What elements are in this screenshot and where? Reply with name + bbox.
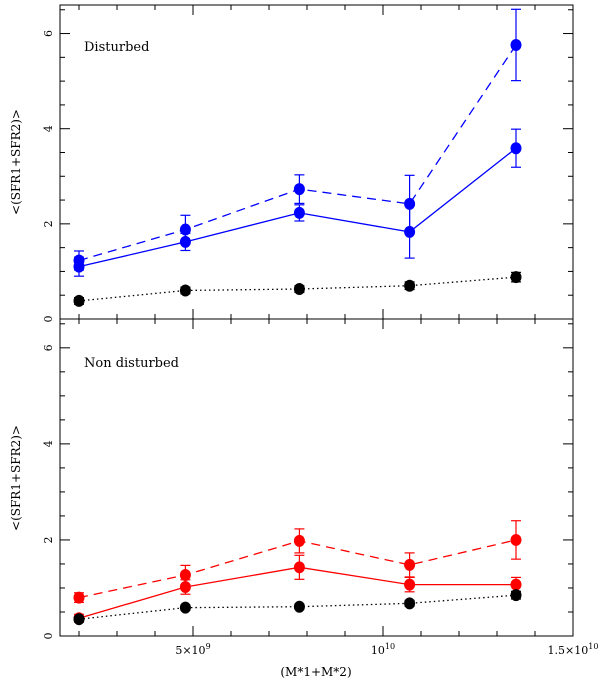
x-axis-label: (M*1+M*2) xyxy=(280,665,351,679)
data-point xyxy=(73,613,85,626)
data-point xyxy=(510,578,522,591)
data-point xyxy=(510,142,522,155)
data-point xyxy=(404,597,416,610)
x-axis-ticks: 5×109 1010 1.5×1010 xyxy=(175,642,598,657)
x-tick-exponent: 10 xyxy=(385,642,395,651)
x-tick-label: 1010 xyxy=(371,642,395,657)
data-point xyxy=(510,533,522,546)
data-point xyxy=(73,260,85,273)
data-point xyxy=(179,601,191,614)
y-tick-label: 4 xyxy=(42,125,55,132)
y-tick-label: 6 xyxy=(42,344,55,351)
ticks-bottom: 0 2 4 6 xyxy=(42,319,573,640)
x-tick-exponent: 10 xyxy=(588,642,598,651)
data-point xyxy=(510,38,522,51)
panel-non-disturbed: Non disturbed <(SFR1+SFR2)> 0 2 4 6 xyxy=(9,318,574,640)
ticks-top: 0 2 4 6 xyxy=(42,5,573,323)
data-point xyxy=(293,183,305,196)
panel-label-disturbed: Disturbed xyxy=(84,40,149,55)
plot-bottom xyxy=(73,520,522,626)
series-solid xyxy=(73,554,522,625)
y-axis-label-top: <(SFR1+SFR2)> xyxy=(9,109,23,215)
panel-disturbed: Disturbed <(SFR1+SFR2)> 0 2 4 6 xyxy=(9,4,574,323)
data-point xyxy=(404,197,416,210)
y-tick-label: 2 xyxy=(42,536,55,543)
y-tick-label: 0 xyxy=(42,316,55,323)
series-dotted xyxy=(73,589,522,626)
y-tick-label: 6 xyxy=(42,30,55,37)
x-tick-base: 1.5×10 xyxy=(548,644,589,657)
data-point xyxy=(179,284,191,297)
panel-label-non-disturbed: Non disturbed xyxy=(84,356,179,371)
series-solid xyxy=(73,128,522,277)
x-tick-exponent: 9 xyxy=(206,642,211,651)
data-point xyxy=(293,561,305,574)
x-tick-base: 5×10 xyxy=(175,644,205,657)
x-tick-base: 10 xyxy=(371,644,385,657)
data-point xyxy=(404,578,416,591)
data-point xyxy=(179,223,191,236)
y-tick-label: 0 xyxy=(42,633,55,640)
x-tick-label: 5×109 xyxy=(175,642,210,657)
data-point xyxy=(404,225,416,238)
data-point xyxy=(510,271,522,284)
x-tick-label: 1.5×1010 xyxy=(548,642,599,657)
data-point xyxy=(293,206,305,219)
data-point xyxy=(179,235,191,248)
y-axis-label-bottom: <(SFR1+SFR2)> xyxy=(9,425,23,531)
data-point xyxy=(510,589,522,602)
y-tick-label: 2 xyxy=(42,220,55,227)
series-line-dashed xyxy=(78,44,517,262)
data-point xyxy=(179,581,191,594)
data-point xyxy=(293,600,305,613)
data-point xyxy=(404,558,416,571)
data-point xyxy=(404,279,416,292)
panel-frame xyxy=(59,318,574,637)
data-point xyxy=(179,569,191,582)
data-point xyxy=(73,591,85,604)
y-tick-label: 4 xyxy=(42,440,55,447)
data-point xyxy=(293,283,305,296)
series-dashed xyxy=(73,520,522,604)
plot-top xyxy=(73,8,522,307)
data-point xyxy=(73,294,85,307)
series-dotted xyxy=(73,271,522,307)
data-point xyxy=(293,534,305,547)
